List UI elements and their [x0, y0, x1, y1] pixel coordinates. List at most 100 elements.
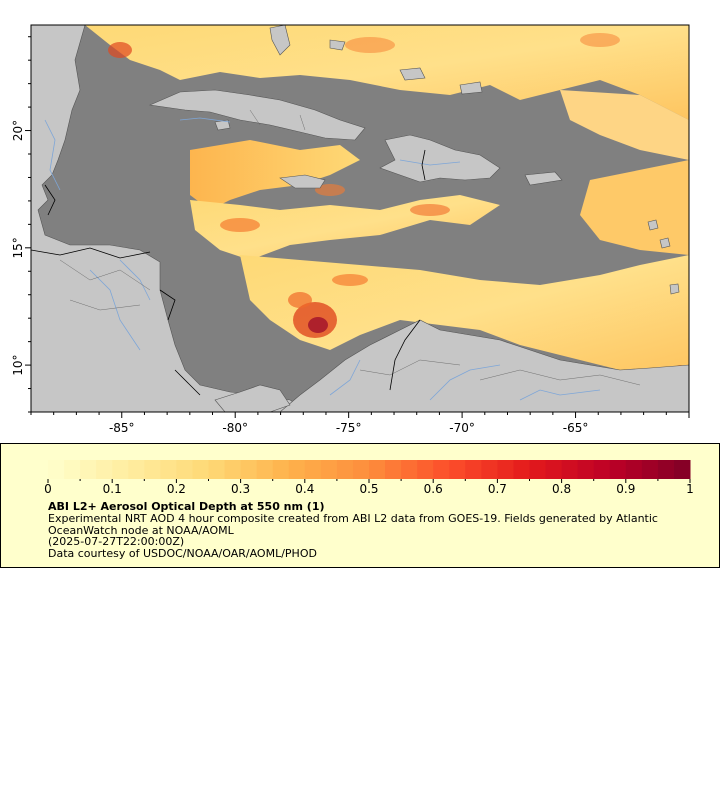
legend-time: (2025-07-27T22:00:00Z)	[48, 535, 185, 548]
x-tick-label: -80°	[222, 421, 248, 435]
map-panel: -85° -80° -75° -70° -65° 20° 15° 10°	[11, 24, 690, 435]
x-tick-label: -75°	[336, 421, 362, 435]
colorbar-cell	[256, 460, 274, 479]
colorbar-cell	[657, 460, 675, 479]
colorbar-cell	[144, 460, 161, 479]
colorbar-cell	[561, 460, 579, 479]
land-bahamas	[459, 81, 483, 95]
colorbar-tick-label: 0.6	[424, 482, 443, 496]
colorbar-tick-label: 0.5	[359, 482, 378, 496]
aod-hotspot	[345, 37, 395, 53]
colorbar-cell	[336, 460, 354, 479]
colorbar-cell	[272, 460, 290, 479]
land-isle	[214, 119, 231, 131]
y-tick-label: 15°	[11, 237, 25, 258]
colorbar-cell	[625, 460, 643, 479]
legend-panel: 0 0.1 0.2 0.3 0.4 0.5 0.6 0.7 0.8 0.9 1 ABI L2+ Ae…	[0, 443, 720, 568]
rivers	[44, 117, 601, 401]
colorbar-tick-label: 0.3	[231, 482, 250, 496]
aod-region-central	[190, 140, 360, 210]
colorbar-cell	[96, 460, 113, 479]
legend-description: Experimental NRT AOD 4 hour composite cr…	[48, 512, 658, 537]
admin-lines	[59, 109, 641, 386]
colorbar-cell	[481, 460, 498, 479]
land-cuba	[148, 89, 366, 141]
colorbar-tick-label: 0.2	[167, 482, 186, 496]
colorbar-cell	[465, 460, 482, 479]
aod-region-north	[85, 25, 689, 120]
x-tick-label: -70°	[449, 421, 475, 435]
colorbar-cell	[417, 460, 434, 479]
aod-hotspot	[410, 204, 450, 216]
colorbar-cell	[224, 460, 242, 479]
colorbar-cell	[433, 460, 450, 479]
colorbar-tick-label: 1	[686, 482, 694, 496]
colorbar-ticks: 0 0.1 0.2 0.3 0.4 0.5 0.6 0.7 0.8 0.9 1	[44, 479, 694, 496]
colorbar-cell	[385, 460, 402, 479]
colorbar-cell	[593, 460, 611, 479]
colorbar-cells	[48, 460, 691, 479]
colorbar-cell	[64, 460, 81, 479]
colorbar-cell	[513, 460, 530, 479]
land-antilles	[659, 237, 671, 249]
aod-hotspot	[332, 274, 368, 286]
y-axis: 20° 15° 10°	[11, 36, 31, 413]
colorbar-tick-label: 0.9	[616, 482, 635, 496]
land-puerto-rico	[524, 171, 563, 186]
colorbar-cell	[673, 460, 691, 479]
land-south-america	[279, 319, 689, 412]
colorbar-tick-label: 0.8	[552, 482, 571, 496]
colorbar-tick-label: 0.4	[295, 482, 314, 496]
aod-hotspot	[288, 292, 312, 308]
colorbar-cell	[352, 460, 370, 479]
land	[31, 25, 689, 412]
colorbar-cell	[304, 460, 322, 479]
land-bahamas	[399, 67, 426, 81]
y-tick-label: 10°	[11, 354, 25, 375]
colorbar-cell	[641, 460, 659, 479]
aod-hotspot	[308, 317, 328, 333]
colorbar-cell	[369, 460, 386, 479]
colorbar-cell	[288, 460, 306, 479]
map-layers	[31, 25, 689, 412]
land-antilles	[669, 283, 680, 295]
land-jamaica	[279, 174, 326, 189]
x-axis: -85° -80° -75° -70° -65°	[30, 412, 690, 435]
aod-hotspot	[315, 184, 345, 196]
map-figure: -85° -80° -75° -70° -65° 20° 15° 10°	[11, 24, 690, 435]
colorbar-cell	[577, 460, 595, 479]
x-tick-label: -85°	[109, 421, 135, 435]
colorbar-cell	[48, 460, 65, 479]
colorbar-cell	[240, 460, 258, 479]
aod-field	[85, 25, 689, 395]
colorbar-cell	[497, 460, 514, 479]
colorbar-tick-label: 0.1	[103, 482, 122, 496]
colorbar: 0 0.1 0.2 0.3 0.4 0.5 0.6 0.7 0.8 0.9 1	[44, 460, 694, 496]
land-hispaniola	[379, 134, 501, 183]
colorbar-cell	[176, 460, 193, 479]
borders	[31, 149, 426, 396]
colorbar-cell	[401, 460, 418, 479]
land-bahamas	[329, 39, 346, 51]
x-tick-label: -65°	[563, 421, 589, 435]
land-panama	[214, 384, 291, 412]
aod-region-east	[580, 160, 689, 255]
colorbar-cell	[192, 460, 209, 479]
colorbar-cell	[529, 460, 547, 479]
colorbar-cell	[545, 460, 563, 479]
aod-hotspot	[580, 33, 620, 47]
aod-hotspot	[220, 218, 260, 232]
legend-title: ABI L2+ Aerosol Optical Depth at 550 nm …	[48, 500, 325, 513]
colorbar-cell	[449, 460, 466, 479]
colorbar-cell	[128, 460, 145, 479]
colorbar-tick-label: 0	[44, 482, 52, 496]
colorbar-cell	[112, 460, 129, 479]
colorbar-tick-label: 0.7	[488, 482, 507, 496]
aod-hotspot	[108, 42, 132, 58]
land-antilles	[647, 219, 659, 231]
colorbar-cell	[320, 460, 338, 479]
colorbar-cell	[80, 460, 97, 479]
colorbar-cell	[208, 460, 226, 479]
aod-region-east-north	[560, 90, 689, 160]
colorbar-cell	[609, 460, 627, 479]
